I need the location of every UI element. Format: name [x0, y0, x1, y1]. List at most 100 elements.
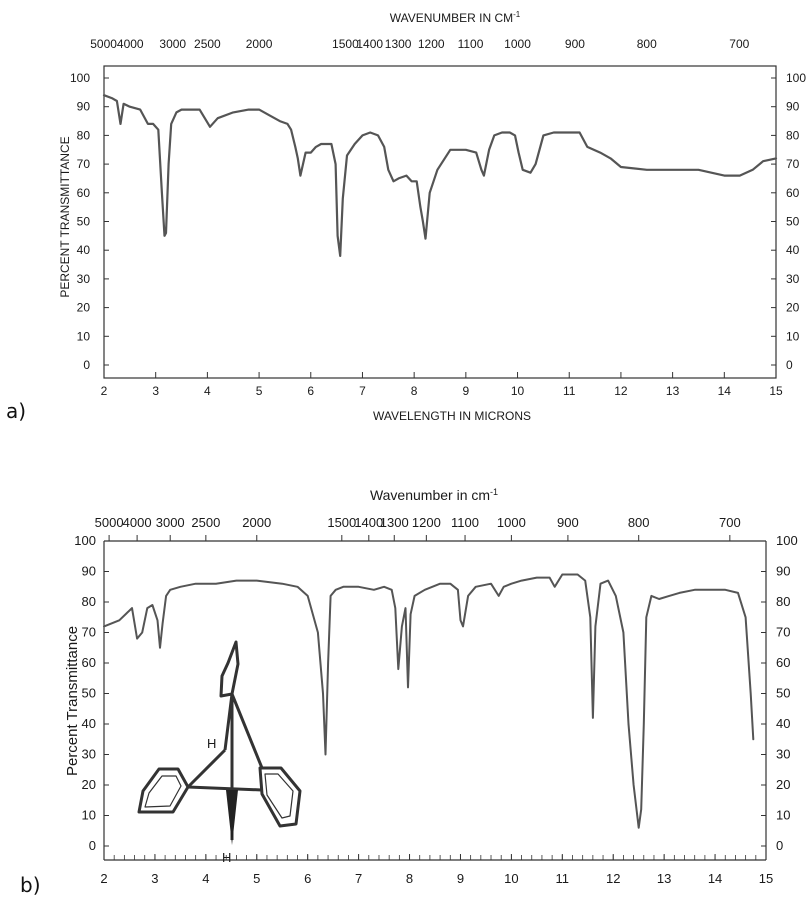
benzene-ring-left-inner — [144, 775, 182, 808]
wedge-bond — [226, 790, 238, 845]
chart-b-wavenumber-tick-1100: 1100 — [451, 515, 479, 530]
chart-b-top-axis-label: Wavenumber in cm-1 — [370, 487, 498, 503]
chart-b-wavenumber-tick-1000: 1000 — [497, 515, 526, 530]
chart-a-y-tick-label-right-80: 80 — [786, 128, 800, 142]
chart-a-y-tick-label-right-10: 10 — [786, 329, 800, 343]
chart-b-y-tick-label-left-20: 20 — [82, 777, 96, 792]
chart-a-x-tick-label-7: 7 — [359, 384, 366, 398]
chart-b-y-tick-label-right-100: 100 — [776, 533, 798, 548]
bond-right-bridge — [230, 693, 264, 769]
chart-b-y-tick-label-left-50: 50 — [82, 686, 96, 701]
chart-a-x-tick-label-6: 6 — [307, 384, 314, 398]
chart-a-x-tick-label-13: 13 — [666, 384, 680, 398]
chart-a-y-tick-label-left-0: 0 — [83, 358, 90, 372]
chart-a-y-tick-label-left-40: 40 — [77, 243, 91, 257]
chart-b-x-tick-label-7: 7 — [355, 871, 362, 886]
chart-a-wavenumber-tick-800: 800 — [637, 37, 657, 51]
chart-b-y-tick-label-left-30: 30 — [82, 747, 96, 762]
chart-b-x-tick-label-4: 4 — [202, 871, 209, 886]
chart-a-y-tick-label-right-0: 0 — [786, 358, 793, 372]
chart-b-x-tick-label-5: 5 — [253, 871, 260, 886]
chart-b-x-tick-label-2: 2 — [100, 871, 107, 886]
chart-a-spectrum-line — [102, 94, 778, 257]
chart-b-y-tick-label-right-90: 90 — [776, 564, 790, 579]
chart-a-y-tick-label-left-100: 100 — [70, 71, 90, 85]
chart-a-y-tick-label-right-90: 90 — [786, 100, 800, 114]
chart-b-wavenumber-tick-2500: 2500 — [191, 515, 220, 530]
chart-b-x-tick-label-13: 13 — [657, 871, 671, 886]
bond-bottom-bridge — [187, 785, 263, 792]
chart-a-y-tick-label-left-50: 50 — [77, 215, 91, 229]
chart-a: WAVENUMBER IN CM-1 PERCENT TRANSMITTANCE… — [6, 10, 806, 423]
chart-a-y-tick-label-right-70: 70 — [786, 157, 800, 171]
chart-a-wavenumber-tick-2000: 2000 — [246, 37, 273, 51]
chart-a-wavenumber-tick-900: 900 — [565, 37, 585, 51]
chart-b-y-tick-label-right-80: 80 — [776, 594, 790, 609]
chart-b-x-tick-label-15: 15 — [759, 871, 773, 886]
chart-b-x-tick-label-12: 12 — [606, 871, 620, 886]
chart-a-y-tick-label-left-80: 80 — [77, 128, 91, 142]
chart-a-y-tick-label-left-30: 30 — [77, 272, 91, 286]
chart-a-y-tick-label-left-20: 20 — [77, 301, 91, 315]
chart-b-x-tick-label-8: 8 — [406, 871, 413, 886]
chart-b-x-tick-label-10: 10 — [504, 871, 518, 886]
chart-b-y-tick-label-right-20: 20 — [776, 777, 790, 792]
chart-b-y-tick-label-left-60: 60 — [82, 655, 96, 670]
chart-a-wavenumber-tick-2500: 2500 — [194, 37, 221, 51]
chart-a-x-tick-label-15: 15 — [769, 384, 783, 398]
chart-b-wavenumber-tick-2000: 2000 — [242, 515, 271, 530]
chart-a-x-tick-label-4: 4 — [204, 384, 211, 398]
chart-a-wavenumber-tick-1400: 1400 — [356, 37, 383, 51]
chart-a-ylabel: PERCENT TRANSMITTANCE — [58, 136, 72, 297]
chart-a-x-tick-label-8: 8 — [411, 384, 418, 398]
chart-a-xlabel: WAVELENGTH IN MICRONS — [373, 409, 531, 423]
chart-a-x-tick-label-10: 10 — [511, 384, 525, 398]
chart-b-y-tick-label-left-0: 0 — [89, 838, 96, 853]
chart-b-wavenumber-tick-4000: 4000 — [123, 515, 152, 530]
chart-a-y-tick-label-right-20: 20 — [786, 301, 800, 315]
chart-b-y-tick-label-left-80: 80 — [82, 594, 96, 609]
panel-label-b: b) — [20, 873, 41, 897]
chart-b-wavenumber-tick-1300: 1300 — [380, 515, 409, 530]
chart-a-x-tick-label-2: 2 — [101, 384, 108, 398]
benzene-ring-right — [258, 766, 302, 828]
chart-b-y-tick-label-left-10: 10 — [82, 808, 96, 823]
chart-b-wavenumber-tick-700: 700 — [719, 515, 741, 530]
chart-b-y-tick-label-right-50: 50 — [776, 686, 790, 701]
chart-a-x-tick-label-3: 3 — [152, 384, 159, 398]
chart-a-wavenumber-tick-1100: 1100 — [458, 37, 484, 51]
chart-b-y-tick-label-right-40: 40 — [776, 716, 790, 731]
chart-b-y-tick-label-left-70: 70 — [82, 625, 96, 640]
chart-a-top-axis-label: WAVENUMBER IN CM-1 — [390, 10, 521, 25]
chart-b-x-tick-label-11: 11 — [556, 871, 570, 886]
chart-a-frame — [103, 65, 777, 379]
chart-a-x-tick-label-14: 14 — [718, 384, 732, 398]
chart-b-wavenumber-tick-3000: 3000 — [156, 515, 185, 530]
chart-b-wavenumber-tick-900: 900 — [557, 515, 579, 530]
chart-b-wavenumber-tick-800: 800 — [628, 515, 650, 530]
chart-a-wavenumber-tick-1000: 1000 — [504, 37, 531, 51]
chart-b-y-tick-label-right-0: 0 — [776, 838, 783, 853]
chart-a-y-tick-label-left-90: 90 — [77, 100, 91, 114]
benzene-ring-top — [219, 640, 240, 698]
chart-a-x-tick-label-5: 5 — [256, 384, 263, 398]
chart-b-y-tick-label-right-10: 10 — [776, 808, 790, 823]
chart-b: Wavenumber in cm-1 Percent Transmittance… — [20, 487, 798, 897]
chart-b-y-tick-label-right-60: 60 — [776, 655, 790, 670]
panel-label-a: a) — [6, 399, 26, 423]
chart-a-wavenumber-tick-1300: 1300 — [385, 37, 412, 51]
molecule-structure-inset — [137, 640, 302, 845]
chart-a-y-tick-label-right-40: 40 — [786, 243, 800, 257]
chart-a-y-tick-label-right-30: 30 — [786, 272, 800, 286]
chart-a-wavenumber-tick-1500: 1500 — [332, 37, 359, 51]
inset-label-h-bottom: H — [222, 850, 231, 865]
chart-a-wavenumber-tick-3000: 3000 — [159, 37, 186, 51]
chart-b-y-tick-label-left-90: 90 — [82, 564, 96, 579]
bond-left-bridge — [186, 748, 227, 789]
chart-a-y-tick-label-left-60: 60 — [77, 186, 91, 200]
chart-a-y-tick-label-right-60: 60 — [786, 186, 800, 200]
chart-a-y-tick-label-right-100: 100 — [786, 71, 806, 85]
chart-b-x-tick-label-3: 3 — [151, 871, 158, 886]
chart-b-wavenumber-tick-5000: 5000 — [95, 515, 124, 530]
benzene-ring-right-inner — [264, 773, 294, 819]
